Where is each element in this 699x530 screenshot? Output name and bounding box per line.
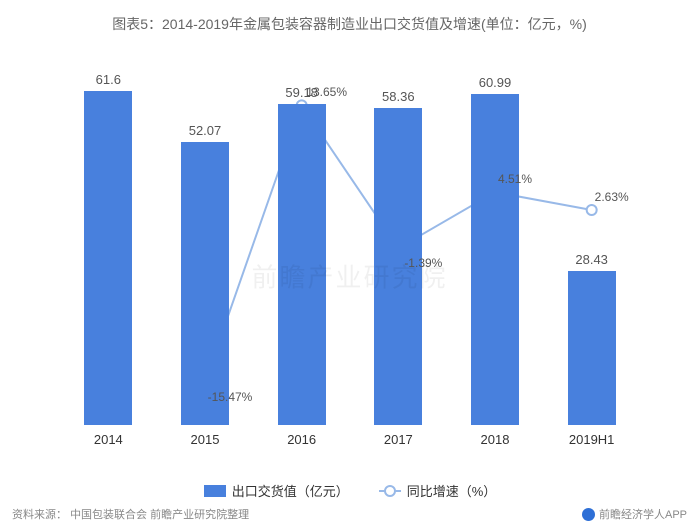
legend-line-label: 同比增速（%） <box>407 481 497 500</box>
bar-value-label: 58.36 <box>348 89 448 104</box>
source-text: 中国包装联合会 前瞻产业研究院整理 <box>70 509 249 521</box>
brand-logo-icon <box>582 508 595 521</box>
legend-bar-label: 出口交货值（亿元） <box>232 481 349 500</box>
source-line: 资料来源： 中国包装联合会 前瞻产业研究院整理 <box>12 506 249 522</box>
bar-value-label: 60.99 <box>445 75 545 90</box>
bar-value-label: 28.43 <box>542 252 642 267</box>
growth-value-label: 4.51% <box>498 172 532 186</box>
legend-swatch-line <box>379 490 401 492</box>
x-tick-label: 2019H1 <box>542 432 642 447</box>
bar <box>278 104 326 425</box>
x-tick-label: 2017 <box>348 432 448 447</box>
branding: 前瞻经济学人APP <box>582 506 687 522</box>
source-prefix: 资料来源： <box>12 509 67 521</box>
growth-value-label: -1.39% <box>404 256 442 270</box>
bar <box>181 142 229 425</box>
legend-item-line: 同比增速（%） <box>379 481 497 500</box>
legend: 出口交货值（亿元） 同比增速（%） <box>30 481 670 500</box>
x-tick-label: 2015 <box>155 432 255 447</box>
growth-value-label: -15.47% <box>208 390 253 404</box>
chart-area: 61.6201452.07201559.18201658.36201760.99… <box>30 45 670 450</box>
bar <box>568 271 616 425</box>
bar <box>471 94 519 425</box>
legend-swatch-bar <box>204 485 226 497</box>
chart-title: 图表5：2014-2019年金属包装容器制造业出口交货值及增速(单位：亿元，%) <box>0 0 699 34</box>
bar <box>84 91 132 425</box>
growth-value-label: 13.65% <box>306 85 347 99</box>
bar-value-label: 61.6 <box>58 72 158 87</box>
line-marker <box>587 205 597 215</box>
x-tick-label: 2016 <box>252 432 352 447</box>
bar-value-label: 52.07 <box>155 123 255 138</box>
brand-text: 前瞻经济学人APP <box>599 506 687 522</box>
x-tick-label: 2018 <box>445 432 545 447</box>
growth-value-label: 2.63% <box>595 190 629 204</box>
plot-region: 61.6201452.07201559.18201658.36201760.99… <box>30 45 670 425</box>
legend-item-bar: 出口交货值（亿元） <box>204 481 349 500</box>
x-tick-label: 2014 <box>58 432 158 447</box>
